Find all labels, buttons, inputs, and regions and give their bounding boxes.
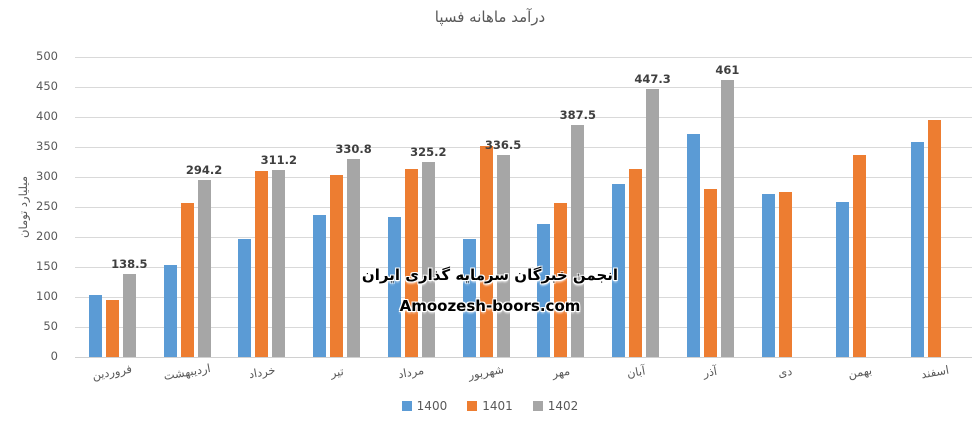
y-tick-label-450: 450 <box>36 79 58 93</box>
bar-1400-1 <box>163 265 177 357</box>
y-tick-label-50: 50 <box>43 319 58 333</box>
gridline-250 <box>75 207 972 208</box>
bar-1401-1 <box>180 203 194 357</box>
x-label-7: آبان <box>625 363 646 381</box>
chart-title: درآمد ماهانه فسپا <box>434 8 546 26</box>
x-axis-line <box>75 357 972 358</box>
gridline-150 <box>75 267 972 268</box>
bar-1400-9 <box>761 193 775 357</box>
bar-1401-5 <box>479 146 493 357</box>
gridline-500 <box>75 57 972 58</box>
y-tick-label-100: 100 <box>36 289 58 303</box>
data-label-1402-1: 294.2 <box>185 163 223 178</box>
bar-1401-2 <box>255 171 269 357</box>
bar-1402-2 <box>272 170 286 357</box>
bar-1400-10 <box>836 201 850 357</box>
x-label-9: دی <box>776 363 794 381</box>
gridline-50 <box>75 327 972 328</box>
bar-1400-4 <box>387 216 401 357</box>
legend-label-1402: 1402 <box>547 399 579 413</box>
y-tick-label-150: 150 <box>36 259 58 273</box>
data-label-1402-3: 330.8 <box>335 141 372 156</box>
bar-1401-8 <box>703 189 717 357</box>
bar-1400-11 <box>911 141 925 357</box>
x-label-4: مرداد <box>397 362 426 382</box>
legend: 1400 1401 1402 <box>0 399 980 413</box>
bar-1400-0 <box>88 295 102 357</box>
y-tick-label-500: 500 <box>36 49 58 63</box>
y-tick-label-250: 250 <box>36 199 58 213</box>
bar-1400-2 <box>238 238 252 357</box>
gridline-200 <box>75 237 972 238</box>
gridline-100 <box>75 297 972 298</box>
gridline-350 <box>75 147 972 148</box>
legend-swatch-1400 <box>401 401 412 411</box>
data-label-1402-8: 461 <box>715 63 740 78</box>
gridline-400 <box>75 117 972 118</box>
bar-1401-4 <box>404 168 418 357</box>
legend-item-1402: 1402 <box>532 399 579 413</box>
x-label-11: اسفند <box>919 362 950 382</box>
y-tick-label-400: 400 <box>36 109 58 123</box>
data-label-1402-6: 387.5 <box>559 107 597 122</box>
bar-1402-4 <box>421 161 435 357</box>
gridline-450 <box>75 87 972 88</box>
gridline-300 <box>75 177 972 178</box>
x-label-2: خرداد <box>247 362 277 382</box>
legend-item-1400: 1400 <box>401 399 448 413</box>
y-tick-label-0: 0 <box>50 349 58 363</box>
bar-1401-3 <box>330 174 344 357</box>
bar-1401-7 <box>629 168 643 357</box>
x-label-6: مهر <box>550 363 571 381</box>
bar-1401-11 <box>928 120 942 357</box>
bar-1402-6 <box>571 124 585 357</box>
bar-1402-7 <box>646 88 660 357</box>
data-label-1402-7: 447.3 <box>634 71 671 86</box>
x-label-3: تیر <box>328 363 345 381</box>
bar-1402-3 <box>347 158 361 357</box>
bar-1401-6 <box>554 203 568 357</box>
bar-1401-10 <box>853 154 867 357</box>
bar-1402-0 <box>122 273 136 357</box>
y-tick-label-200: 200 <box>36 229 58 243</box>
x-label-10: بهمن <box>846 363 873 381</box>
x-label-8: آذر <box>702 363 719 381</box>
x-label-1: اردیبهشت <box>162 360 212 384</box>
x-label-5: شهریور <box>467 361 506 383</box>
legend-label-1400: 1400 <box>416 399 448 413</box>
bar-1400-3 <box>313 215 327 357</box>
legend-swatch-1401 <box>467 401 478 411</box>
data-label-1402-2: 311.2 <box>260 153 298 168</box>
data-label-1402-4: 325.2 <box>410 144 447 159</box>
data-label-1402-5: 336.5 <box>484 138 522 153</box>
bar-1400-5 <box>462 238 476 357</box>
bar-1400-7 <box>612 183 626 357</box>
bar-1402-1 <box>197 180 211 357</box>
y-tick-label-300: 300 <box>36 169 58 183</box>
bar-1401-0 <box>105 300 119 357</box>
bar-1400-8 <box>686 134 700 357</box>
bar-1402-5 <box>496 155 510 357</box>
x-label-0: فروردین <box>91 361 134 383</box>
bar-1401-9 <box>778 192 792 357</box>
legend-item-1401: 1401 <box>467 399 513 413</box>
legend-label-1401: 1401 <box>482 399 513 413</box>
bar-1400-6 <box>537 224 551 357</box>
data-label-1402-0: 138.5 <box>111 256 148 271</box>
legend-swatch-1402 <box>532 401 543 411</box>
bar-1402-8 <box>720 80 734 357</box>
y-tick-label-350: 350 <box>36 139 58 153</box>
